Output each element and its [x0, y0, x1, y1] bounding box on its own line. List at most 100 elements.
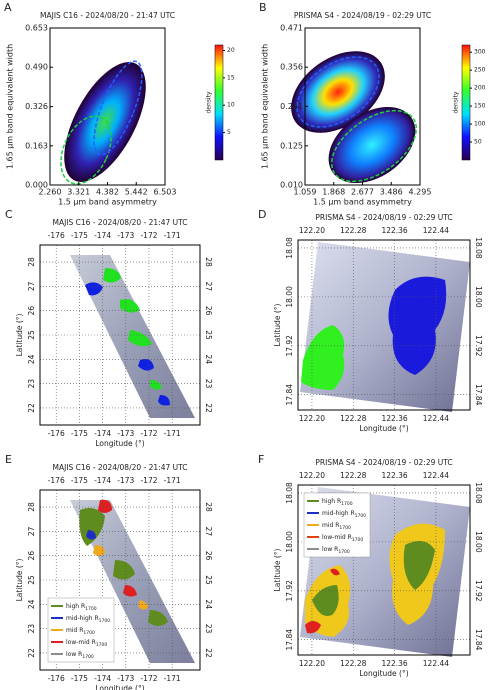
lat-tick-label: 27 [204, 282, 213, 292]
legend-label: mid-high R1700 [322, 510, 366, 519]
lat-tick-label: 18.08 [285, 482, 294, 504]
lat-tick-label: 18.00 [285, 531, 294, 553]
x-axis-label: 1.5 μm band asymmetry [313, 198, 412, 207]
lon-tick-label: -176 [48, 476, 65, 485]
lon-tick-label: -174 [94, 231, 111, 240]
lat-tick-label: 28 [204, 257, 213, 267]
lon-tick-label: -174 [94, 674, 111, 683]
lat-tick-label: 26 [27, 551, 36, 561]
map-frame [297, 484, 471, 656]
lat-tick-label: 28 [27, 502, 36, 512]
fit-ellipse [330, 109, 418, 183]
panel-letter: C [5, 208, 13, 221]
lat-tick-label: 22 [27, 403, 36, 413]
legend-label: low-mid R1700 [66, 639, 107, 648]
lon-tick-label: -173 [117, 429, 134, 438]
lon-tick-label: 122.44 [423, 659, 449, 668]
lon-tick-label: 122.28 [340, 226, 366, 235]
panel-letter: A [4, 1, 12, 14]
density-blob [64, 62, 146, 182]
mask-green [79, 508, 168, 626]
map-frame [39, 489, 201, 671]
lat-tick-label: 27 [204, 527, 213, 537]
x-tick-label: 3.321 [67, 188, 90, 197]
map-art [70, 242, 470, 663]
legend-name: low-mid R [66, 639, 96, 646]
x-tick-label: 3.486 [380, 188, 403, 197]
lat-tick-label: 18.08 [285, 237, 294, 259]
x-axis-label: Longitude (°) [359, 669, 408, 678]
lon-tick-label: -172 [140, 674, 157, 683]
map-title: PRISMA S4 - 2024/08/19 - 02:29 UTC [315, 458, 452, 467]
mask-blue [85, 282, 170, 406]
mask-red [305, 568, 340, 634]
lat-tick-label: 27 [27, 526, 36, 536]
colorbar-tick-label: 300 [474, 49, 486, 56]
mask-orange [93, 545, 148, 610]
lon-tick-label: 122.28 [340, 471, 366, 480]
lat-tick-label: 26 [204, 306, 213, 316]
lon-tick-label: -175 [71, 429, 88, 438]
legend-label: mid R1700 [66, 627, 95, 636]
lon-tick-label: 122.36 [381, 414, 407, 423]
lat-tick-label: 23 [204, 624, 213, 634]
density-blob [328, 106, 416, 184]
y-tick-label: 0.241 [280, 102, 303, 111]
legend-subscript: 1700 [99, 618, 111, 624]
lat-tick-label: 26 [204, 551, 213, 561]
y-axis-label: Latitude (°) [15, 314, 24, 357]
y-tick-label: 0.490 [25, 63, 48, 72]
y-tick-label: 0.000 [25, 181, 48, 190]
y-axis-label: Latitude (°) [273, 304, 282, 347]
lon-tick-label: 122.44 [423, 226, 449, 235]
x-tick-label: 4.382 [96, 188, 119, 197]
lon-tick-label: -172 [140, 231, 157, 240]
x-tick-label: 1.868 [322, 188, 345, 197]
lat-tick-label: 17.84 [285, 384, 294, 406]
lat-tick-label: 17.84 [474, 629, 483, 651]
lat-tick-label: 25 [204, 575, 213, 585]
lat-tick-label: 18.00 [285, 286, 294, 308]
lat-tick-label: 23 [204, 379, 213, 389]
legend-subscript: 1700 [85, 606, 97, 612]
legend-name: mid R [66, 627, 83, 634]
lat-tick-label: 22 [204, 403, 213, 413]
lat-tick-label: 17.84 [474, 384, 483, 406]
lat-tick-label: 25 [27, 330, 36, 340]
panel-letter: B [259, 1, 267, 14]
lat-tick-label: 23 [27, 379, 36, 389]
lat-tick-label: 17.92 [285, 580, 294, 602]
x-tick-label: 5.442 [125, 188, 148, 197]
lon-tick-label: -173 [117, 476, 134, 485]
legend-name: mid-high R [66, 615, 99, 622]
panel-letter: F [258, 453, 264, 466]
lon-tick-label: -175 [71, 476, 88, 485]
lon-tick-label: -171 [164, 674, 181, 683]
lat-tick-label: 17.92 [285, 335, 294, 357]
y-axis-label: 1.65 μm band equivalent width [6, 44, 15, 169]
colorbar-tick-label: 100 [474, 121, 486, 128]
y-tick-label: 0.163 [25, 141, 48, 150]
lat-tick-label: 26 [27, 306, 36, 316]
lon-tick-label: -176 [48, 429, 65, 438]
lon-tick-label: -171 [164, 231, 181, 240]
lon-tick-label: -173 [117, 674, 134, 683]
y-tick-label: 0.471 [280, 24, 303, 33]
y-tick-label: 0.125 [280, 141, 303, 150]
y-axis-label: Latitude (°) [273, 549, 282, 592]
legend-label: low-mid R1700 [322, 534, 363, 543]
density-art [60, 51, 418, 185]
lon-tick-label: 122.20 [299, 414, 325, 423]
x-tick-label: 2.260 [39, 188, 62, 197]
lat-tick-label: 18.00 [474, 531, 483, 553]
chart-title: MAJIS C16 - 2024/08/20 - 21:47 UTC [40, 11, 175, 20]
x-tick-label: 2.677 [351, 188, 374, 197]
legend-subscript: 1700 [83, 630, 95, 636]
lat-tick-label: 25 [27, 575, 36, 585]
lon-tick-label: 122.20 [299, 659, 325, 668]
colorbar-tick-label: 10 [227, 102, 235, 109]
lon-tick-label: 122.20 [299, 226, 325, 235]
x-axis-label: Longitude (°) [359, 424, 408, 433]
lon-tick-label: -171 [164, 429, 181, 438]
